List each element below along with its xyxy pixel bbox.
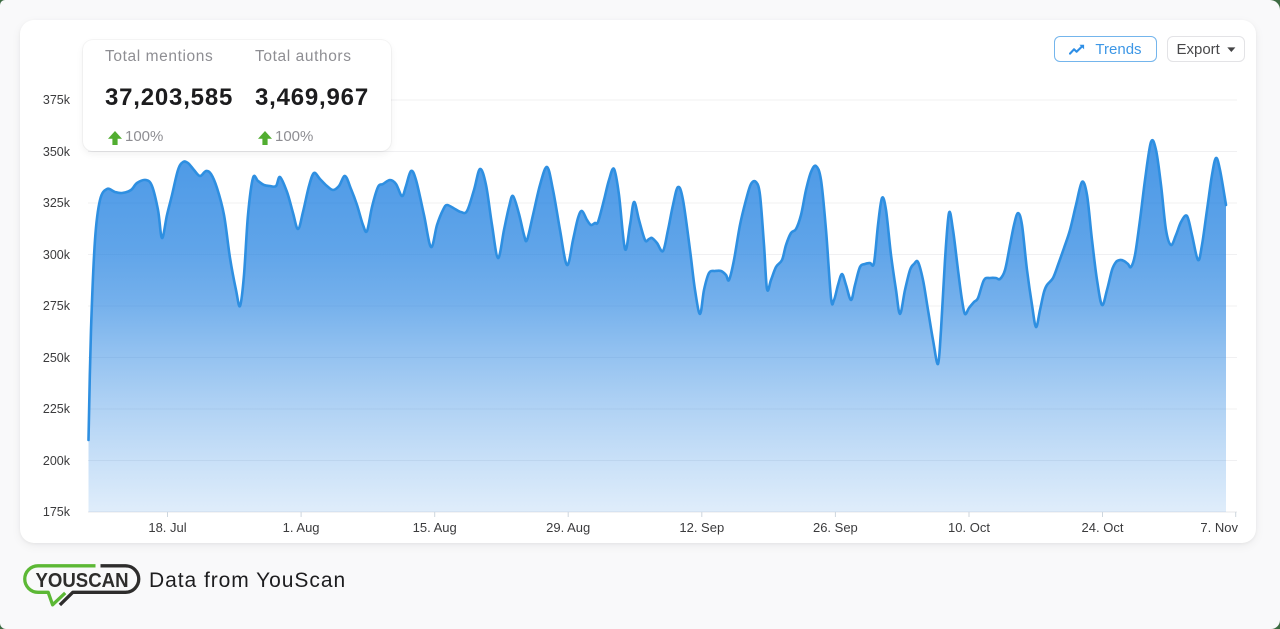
- svg-text:YOUSCAN: YOUSCAN: [36, 569, 129, 592]
